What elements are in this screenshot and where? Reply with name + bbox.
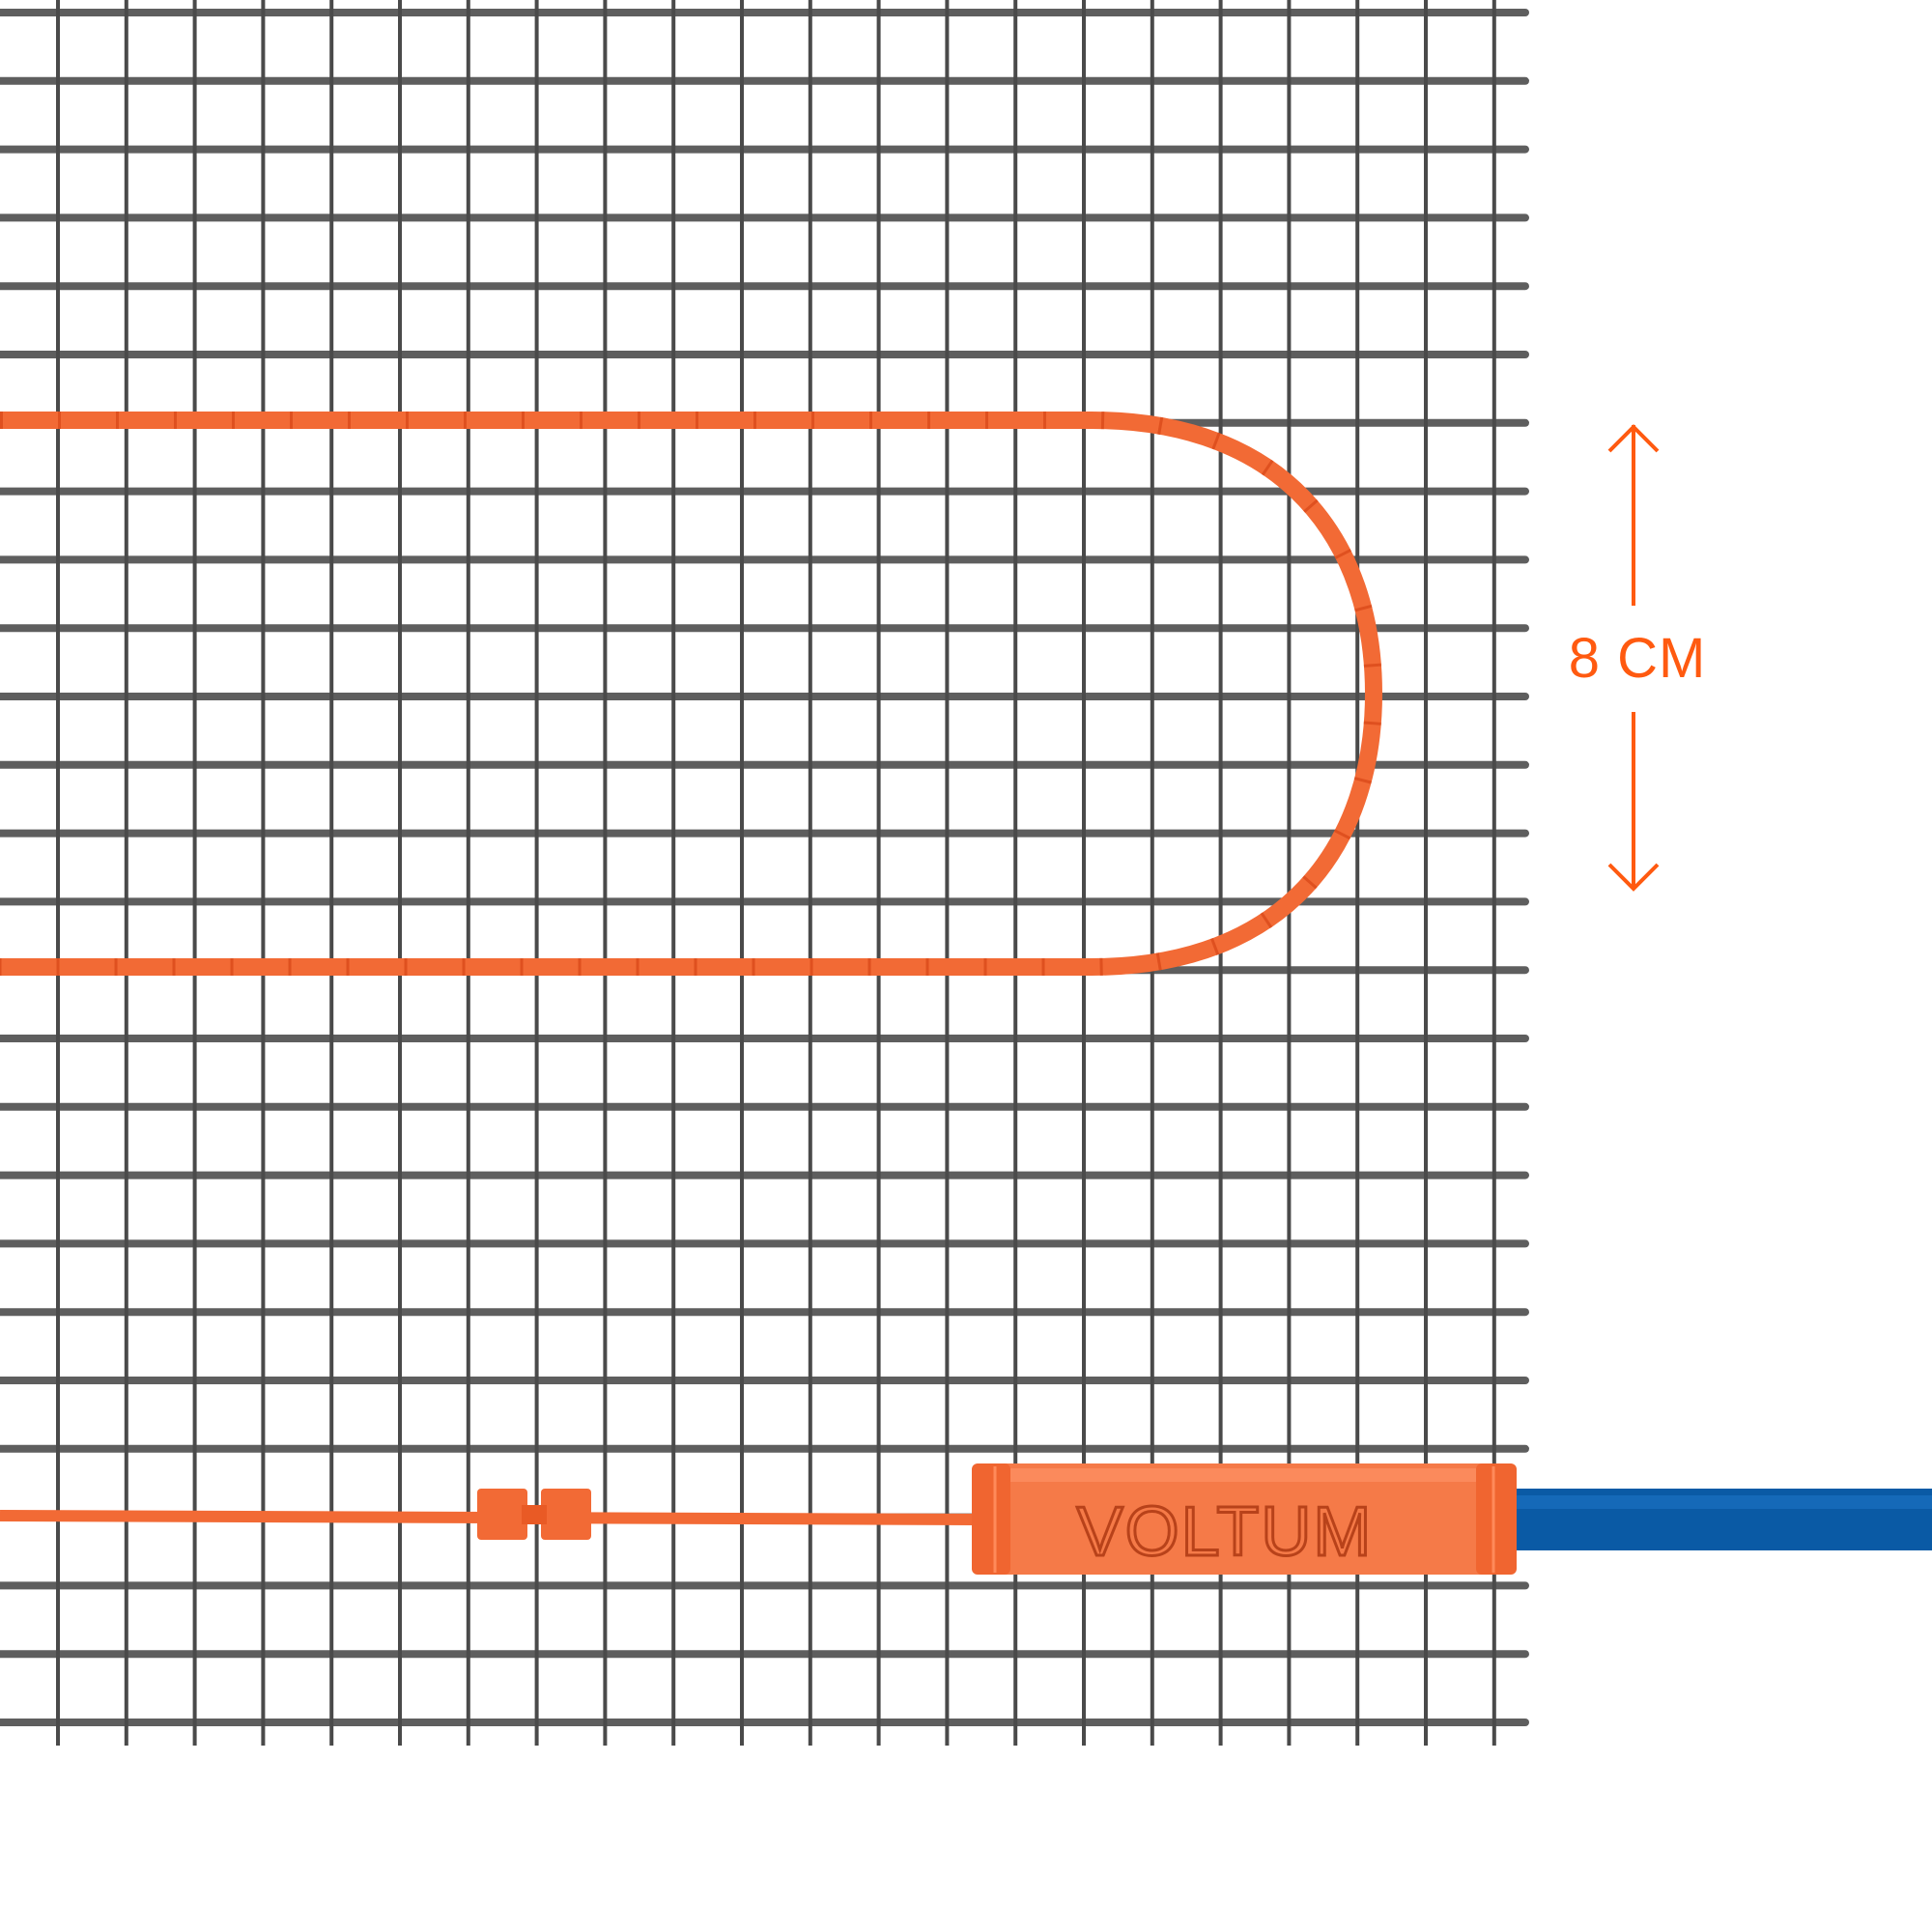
dimension-arrows bbox=[1607, 424, 1660, 892]
arrow-up-icon bbox=[1607, 424, 1660, 606]
heating-cable-loop bbox=[0, 412, 1383, 976]
dimension-label: 8 CM bbox=[1568, 627, 1707, 690]
voltum-logo: VOLTUM bbox=[1077, 1493, 1374, 1571]
arrow-down-icon bbox=[1607, 712, 1660, 892]
supply-cable bbox=[1512, 1489, 1932, 1550]
cable-clip bbox=[477, 1489, 591, 1540]
splice-connector: VOLTUM bbox=[972, 1463, 1517, 1575]
